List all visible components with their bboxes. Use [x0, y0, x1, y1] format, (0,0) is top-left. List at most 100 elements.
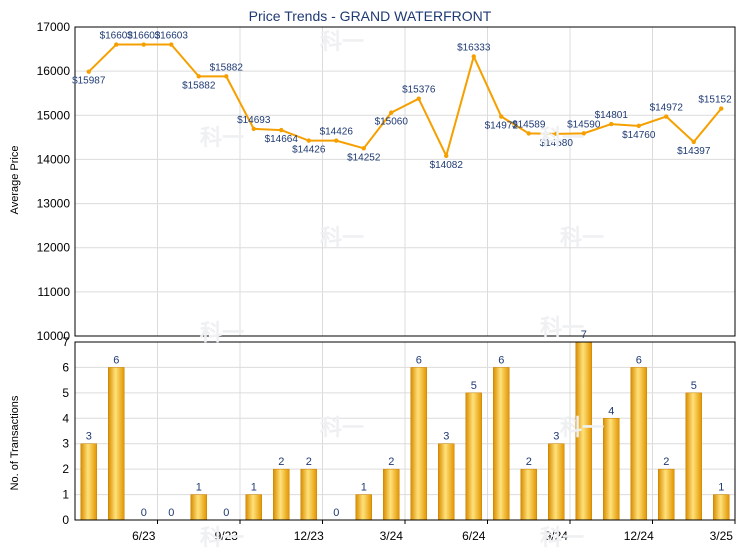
transactions-data-label: 1	[361, 482, 367, 494]
price-point	[169, 42, 174, 47]
price-data-label: $14426	[320, 127, 354, 138]
price-point	[499, 114, 504, 119]
price-y-tick-label: 16000	[37, 64, 71, 78]
transactions-data-label: 4	[608, 405, 614, 417]
price-point	[86, 69, 91, 74]
transactions-bar	[245, 494, 262, 521]
price-panel: 10000 11000 12000 13000 14000 15000 16000 17000…	[37, 20, 736, 343]
price-data-label: $14693	[237, 115, 271, 126]
x-tick-label: 9/24	[545, 529, 569, 543]
price-point	[636, 123, 641, 129]
transactions-data-label: 6	[416, 354, 422, 366]
price-point	[141, 42, 146, 47]
transactions-data-label: 2	[526, 456, 532, 468]
transactions-data-label: 5	[471, 380, 477, 392]
transactions-data-label: 3	[86, 431, 92, 443]
transactions-y-tick-label: 0	[62, 513, 69, 527]
transactions-bar	[548, 443, 565, 521]
price-data-label: $14252	[347, 152, 381, 163]
price-point	[251, 126, 256, 132]
price-point	[389, 110, 394, 115]
watermark-text: 科一	[540, 316, 585, 341]
price-y-tick-label: 10000	[37, 329, 71, 343]
watermark-text: 科一	[560, 226, 605, 251]
price-point	[224, 74, 229, 79]
x-tick-label: 12/24	[624, 529, 654, 543]
transactions-data-label: 2	[388, 456, 394, 468]
x-tick-label: 3/24	[380, 529, 404, 543]
transactions-bar	[410, 367, 427, 521]
x-tick-label: 12/23	[294, 529, 324, 543]
x-tick-label: 6/23	[132, 529, 156, 543]
watermark-text: 科一	[560, 416, 605, 441]
price-data-label: $14590	[567, 119, 601, 130]
transactions-bar	[465, 392, 482, 521]
transactions-y-tick-label: 1	[62, 488, 69, 502]
price-data-label: $14664	[265, 134, 299, 145]
transactions-y-tick-label: 2	[62, 462, 69, 476]
price-data-label: $14972	[650, 103, 684, 114]
price-y-tick-label: 17000	[37, 20, 71, 34]
price-data-label: $14972	[485, 121, 519, 132]
price-data-label: $14082	[430, 160, 464, 171]
transactions-data-label: 0	[223, 507, 229, 519]
transactions-y-axis-label: No. of Transactions	[9, 395, 21, 490]
transactions-y-tick-label: 3	[62, 437, 69, 451]
price-data-label: $16333	[457, 42, 491, 53]
price-point	[444, 153, 449, 159]
transactions-bar	[300, 468, 317, 521]
price-y-tick-label: 14000	[37, 152, 71, 166]
watermark-text: 科一	[540, 126, 585, 151]
watermark-text: 科一	[540, 526, 585, 551]
watermark-text: 科一	[200, 126, 245, 151]
transactions-bar	[493, 367, 510, 521]
price-plot-frame	[74, 26, 736, 337]
transactions-data-label: 0	[333, 507, 339, 519]
transactions-y-tick-label: 5	[62, 386, 69, 400]
transactions-data-label: 2	[663, 456, 669, 468]
price-data-label: $15882	[182, 80, 216, 91]
transactions-data-label: 6	[498, 354, 504, 366]
price-point	[719, 106, 724, 111]
transactions-bar	[713, 494, 730, 521]
transactions-data-label: 1	[196, 482, 202, 494]
x-tick-label: 6/24	[462, 529, 486, 543]
transactions-data-label: 0	[168, 507, 174, 519]
price-data-label: $15882	[210, 62, 244, 73]
chart-title: Price Trends - GRAND WATERFRONT	[249, 8, 492, 24]
price-data-label: $15987	[72, 76, 106, 87]
price-data-label: $15376	[402, 85, 436, 96]
price-y-axis-label: Average Price	[9, 146, 21, 215]
transactions-data-label: 0	[141, 507, 147, 519]
price-data-label: $14760	[622, 130, 656, 141]
price-y-tick-label: 11000	[38, 285, 71, 299]
price-point	[526, 131, 531, 136]
price-point	[691, 139, 696, 145]
transactions-data-label: 6	[636, 354, 642, 366]
transactions-bar	[685, 392, 702, 521]
transactions-bar	[80, 443, 97, 521]
transactions-data-label: 7	[581, 329, 587, 341]
price-data-label: $14589	[512, 119, 546, 130]
price-point	[471, 54, 476, 59]
price-point	[279, 127, 284, 133]
price-data-label: $15060	[375, 117, 409, 128]
price-data-label: $14397	[677, 146, 711, 157]
price-point	[609, 121, 614, 127]
transactions-data-label: 1	[718, 482, 724, 494]
transactions-data-label: 1	[251, 482, 257, 494]
price-y-tick-label: 13000	[37, 197, 71, 211]
transactions-y-tick-label: 7	[62, 335, 69, 349]
transactions-bar	[520, 468, 537, 521]
price-series-line	[88, 43, 723, 157]
price-data-label: $15152	[698, 95, 732, 106]
transactions-bar	[190, 494, 207, 521]
transactions-data-label: 6	[113, 354, 119, 366]
price-point	[196, 74, 201, 79]
watermark-text: 科一	[320, 416, 365, 441]
watermark-text: 科一	[200, 321, 245, 346]
transactions-data-label: 2	[278, 456, 284, 468]
transactions-data-label: 3	[443, 431, 449, 443]
transactions-plot-frame	[74, 341, 736, 521]
